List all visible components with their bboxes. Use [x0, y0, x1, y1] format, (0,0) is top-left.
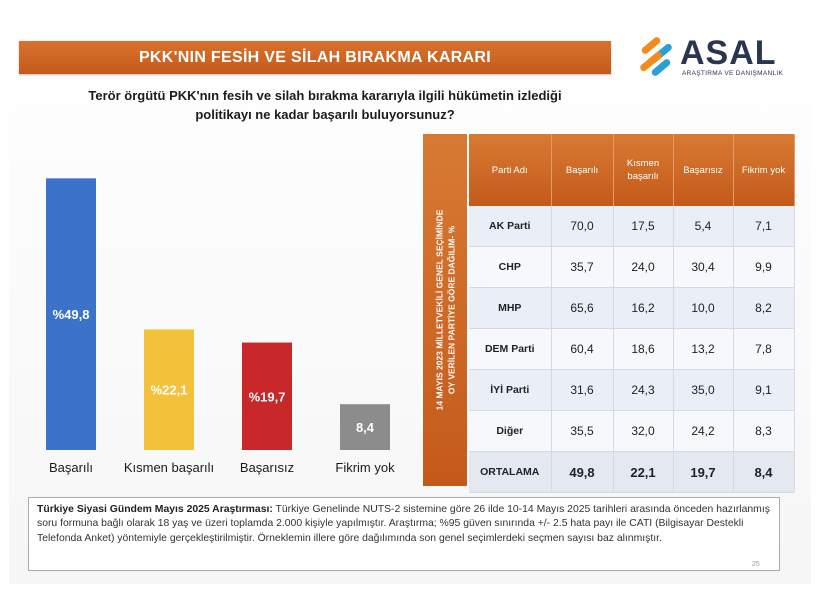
table-row: DEM Parti 60,4 18,6 13,2 7,8 [469, 328, 795, 370]
bar-4 [340, 404, 390, 450]
table-cell: 24,2 [673, 410, 734, 452]
table-cell: 9,9 [733, 246, 795, 288]
logo-subtitle: ARAŞTIRMA VE DANIŞMANLIK [682, 70, 784, 77]
party-name: MHP [469, 287, 552, 329]
col-header-party: Parti Adı [469, 134, 552, 206]
page-number: 25 [752, 561, 760, 568]
col-header-basarisiz: Başarısız [673, 134, 734, 206]
logo-wordmark: ASAL [680, 34, 777, 72]
party-name: Diğer [469, 410, 552, 452]
average-cell: 8,4 [733, 451, 795, 493]
category-label: Başarılı [49, 460, 93, 475]
table-average-row: ORTALAMA 49,8 22,1 19,7 8,4 [469, 451, 795, 493]
question-line-2: politikayı ne kadar başarılı buluyorsunu… [195, 107, 455, 122]
bar-2 [144, 329, 194, 450]
table-cell: 24,3 [613, 369, 674, 411]
table-row: MHP 65,6 16,2 10,0 8,2 [469, 287, 795, 329]
average-cell: 49,8 [551, 451, 614, 493]
table-header-row: Parti Adı Başarılı Kısmen başarılı Başar… [469, 134, 795, 206]
table-cell: 13,2 [673, 328, 734, 370]
table-cell: 30,4 [673, 246, 734, 288]
average-cell: 22,1 [613, 451, 674, 493]
overall-bar-chart: %49,8 Başarılı %22,1 Kısmen başarılı %19,7 Ba… [46, 178, 395, 475]
bar-value-label: %19,7 [249, 389, 286, 404]
table-cell: 65,6 [551, 287, 614, 329]
party-name: AK Parti [469, 206, 552, 247]
average-label: ORTALAMA [469, 451, 552, 493]
survey-question: Terör örgütü PKK'nın fesih ve silah bıra… [40, 86, 610, 124]
table-side-label-band: 14 MAYIS 2023 MİLLETVEKİLİ GENEL SEÇİMİN… [423, 134, 467, 486]
methodology-text: Türkiye Genelinde NUTS-2 sistemine göre … [37, 504, 770, 544]
table-cell: 60,4 [551, 328, 614, 370]
table-cell: 70,0 [551, 206, 614, 247]
table-cell: 16,2 [613, 287, 674, 329]
table-row: Diğer 35,5 32,0 24,2 8,3 [469, 410, 795, 452]
methodology-title: Türkiye Siyasi Gündem Mayıs 2025 Araştır… [37, 504, 273, 515]
average-cell: 19,7 [673, 451, 734, 493]
table-cell: 9,1 [733, 369, 795, 411]
slide-title: PKK'NIN FESİH VE SİLAH BIRAKMA KARARI [138, 48, 492, 66]
party-name: İYİ Parti [469, 369, 552, 411]
bar-3 [242, 342, 292, 450]
side-label-line-1: 14 MAYIS 2023 MİLLETVEKİLİ GENEL SEÇİMİN… [434, 209, 444, 411]
bar-value-label: 8,4 [356, 420, 375, 435]
table-cell: 7,1 [733, 206, 795, 247]
col-header-basarili: Başarılı [551, 134, 614, 206]
table-cell: 32,0 [613, 410, 674, 452]
col-header-kismen: Kısmen başarılı [613, 134, 674, 206]
asal-logo-mark-icon [640, 37, 672, 76]
side-label-line-2: OY VERİLEN PARTİYE GÖRE DAĞILIM- % [446, 225, 456, 395]
table-cell: 10,0 [673, 287, 734, 329]
table-cell: 24,0 [613, 246, 674, 288]
table-row: AK Parti 70,0 17,5 5,4 7,1 [469, 206, 795, 247]
table-cell: 7,8 [733, 328, 795, 370]
table-cell: 35,7 [551, 246, 614, 288]
table-cell: 18,6 [613, 328, 674, 370]
table-cell: 35,5 [551, 410, 614, 452]
table-row: İYİ Parti 31,6 24,3 35,0 9,1 [469, 369, 795, 411]
question-line-1: Terör örgütü PKK'nın fesih ve silah bıra… [88, 88, 562, 103]
table-cell: 17,5 [613, 206, 674, 247]
bar-1 [46, 178, 96, 450]
methodology-note: Türkiye Siyasi Gündem Mayıs 2025 Araştır… [28, 497, 780, 571]
table-cell: 5,4 [673, 206, 734, 247]
table-side-label: 14 MAYIS 2023 MİLLETVEKİLİ GENEL SEÇİMİN… [433, 210, 457, 411]
bar-value-label: %49,8 [53, 307, 90, 322]
table-cell: 8,2 [733, 287, 795, 329]
col-header-fikrim-yok: Fikrim yok [733, 134, 795, 206]
party-name: CHP [469, 246, 552, 288]
category-label: Başarısız [240, 460, 294, 475]
table-row: CHP 35,7 24,0 30,4 9,9 [469, 246, 795, 288]
table-cell: 31,6 [551, 369, 614, 411]
category-label: Fikrim yok [335, 460, 395, 475]
party-breakdown-table: Parti Adı Başarılı Kısmen başarılı Başar… [469, 134, 795, 493]
bar-value-label: %22,1 [151, 383, 188, 398]
table-cell: 35,0 [673, 369, 734, 411]
table-cell: 8,3 [733, 410, 795, 452]
category-label: Kısmen başarılı [124, 460, 214, 475]
asal-logo: ASAL ARAŞTIRMA VE DANIŞMANLIK [636, 34, 796, 84]
party-name: DEM Parti [469, 328, 552, 370]
title-banner: PKK'NIN FESİH VE SİLAH BIRAKMA KARARI [19, 41, 611, 74]
